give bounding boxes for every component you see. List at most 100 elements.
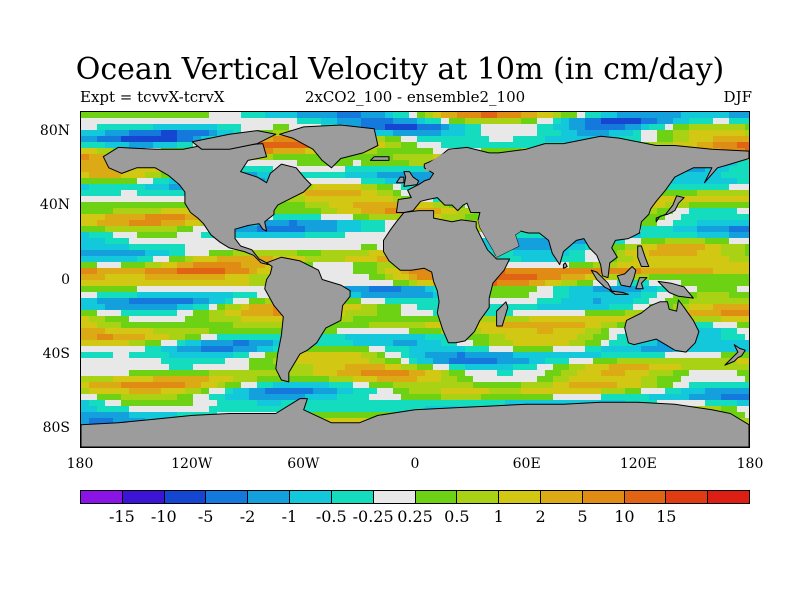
field-cell xyxy=(193,298,202,305)
field-cell xyxy=(209,244,218,251)
field-cell xyxy=(217,376,226,383)
field-cell xyxy=(177,340,186,347)
field-cell xyxy=(313,358,322,365)
field-cell xyxy=(417,322,426,329)
field-cell xyxy=(97,328,106,335)
field-cell xyxy=(521,112,530,119)
field-cell xyxy=(153,274,162,281)
field-cell xyxy=(161,370,170,377)
field-cell xyxy=(697,220,706,227)
field-cell xyxy=(697,142,706,149)
field-cell xyxy=(649,382,658,389)
field-cell xyxy=(689,130,698,137)
field-cell xyxy=(257,370,266,377)
field-cell xyxy=(593,262,602,269)
field-cell xyxy=(681,226,690,233)
field-cell xyxy=(609,130,618,137)
field-cell xyxy=(369,172,378,179)
field-cell xyxy=(433,370,442,377)
field-cell xyxy=(89,142,98,149)
colorbar-swatch xyxy=(499,491,541,503)
field-cell xyxy=(417,112,426,119)
field-cell xyxy=(337,232,346,239)
field-cell xyxy=(697,232,706,239)
field-cell xyxy=(281,118,290,125)
field-cell xyxy=(361,226,370,233)
field-cell xyxy=(241,274,250,281)
field-cell xyxy=(337,406,346,413)
field-cell xyxy=(649,352,658,359)
field-cell xyxy=(513,316,522,323)
field-cell xyxy=(161,220,170,227)
field-cell xyxy=(729,376,738,383)
field-cell xyxy=(425,286,434,293)
field-cell xyxy=(593,352,602,359)
field-cell xyxy=(201,364,210,371)
field-cell xyxy=(497,124,506,131)
field-cell xyxy=(721,178,730,185)
field-cell xyxy=(401,124,410,131)
field-cell xyxy=(241,322,250,329)
field-cell xyxy=(217,310,226,317)
field-cell xyxy=(489,346,498,353)
field-cell xyxy=(105,208,114,215)
field-cell xyxy=(377,310,386,317)
field-cell xyxy=(233,376,242,383)
field-cell xyxy=(273,340,282,347)
field-cell xyxy=(721,196,730,203)
field-cell xyxy=(361,388,370,395)
field-cell xyxy=(321,268,330,275)
field-cell xyxy=(321,346,330,353)
field-cell xyxy=(721,370,730,377)
field-cell xyxy=(633,364,642,371)
field-cell xyxy=(393,214,402,221)
field-cell xyxy=(329,334,338,341)
field-cell xyxy=(721,358,730,365)
field-cell xyxy=(641,382,650,389)
field-cell xyxy=(321,256,330,263)
field-cell xyxy=(105,124,114,131)
field-cell xyxy=(457,388,466,395)
field-cell xyxy=(249,340,258,347)
field-cell xyxy=(697,184,706,191)
field-cell xyxy=(321,352,330,359)
field-cell xyxy=(497,280,506,287)
field-cell xyxy=(705,166,714,173)
field-cell xyxy=(537,292,546,299)
field-cell xyxy=(217,382,226,389)
field-cell xyxy=(393,160,402,167)
field-cell xyxy=(377,292,386,299)
field-cell xyxy=(249,406,258,413)
field-cell xyxy=(721,316,730,323)
field-cell xyxy=(129,292,138,299)
field-cell xyxy=(297,364,306,371)
field-cell xyxy=(649,388,658,395)
field-cell xyxy=(529,238,538,245)
field-cell xyxy=(417,388,426,395)
field-cell xyxy=(673,274,682,281)
season-label: DJF xyxy=(723,88,752,106)
field-cell xyxy=(697,136,706,143)
field-cell xyxy=(649,268,658,275)
field-cell xyxy=(673,238,682,245)
field-cell xyxy=(561,370,570,377)
field-cell xyxy=(385,382,394,389)
field-cell xyxy=(289,208,298,215)
field-cell xyxy=(521,382,530,389)
field-cell xyxy=(105,262,114,269)
field-cell xyxy=(617,394,626,401)
field-cell xyxy=(193,388,202,395)
field-cell xyxy=(585,376,594,383)
field-cell xyxy=(569,286,578,293)
field-cell xyxy=(209,130,218,137)
field-cell xyxy=(81,136,90,143)
field-cell xyxy=(665,250,674,257)
field-cell xyxy=(537,364,546,371)
field-cell xyxy=(689,190,698,197)
field-cell xyxy=(153,358,162,365)
field-cell xyxy=(137,394,146,401)
field-cell xyxy=(553,364,562,371)
field-cell xyxy=(241,334,250,341)
field-cell xyxy=(553,124,562,131)
field-cell xyxy=(401,286,410,293)
